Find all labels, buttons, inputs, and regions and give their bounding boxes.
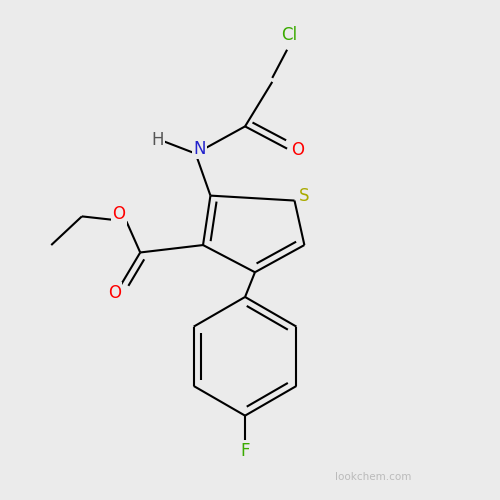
- Text: O: O: [112, 206, 126, 224]
- Text: lookchem.com: lookchem.com: [336, 472, 412, 482]
- Text: Cl: Cl: [282, 26, 298, 44]
- Text: S: S: [299, 186, 310, 204]
- Text: H: H: [152, 131, 164, 149]
- Text: N: N: [194, 140, 206, 158]
- Text: F: F: [240, 442, 250, 460]
- Text: O: O: [292, 140, 304, 158]
- Text: O: O: [108, 284, 121, 302]
